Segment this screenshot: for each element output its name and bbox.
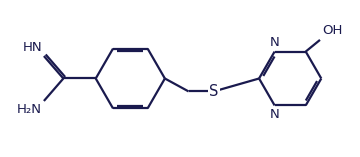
- Text: OH: OH: [322, 24, 342, 37]
- Text: S: S: [209, 84, 219, 99]
- Text: N: N: [270, 36, 279, 49]
- Text: HN: HN: [23, 41, 42, 54]
- Text: H₂N: H₂N: [17, 103, 42, 116]
- Text: N: N: [270, 108, 279, 121]
